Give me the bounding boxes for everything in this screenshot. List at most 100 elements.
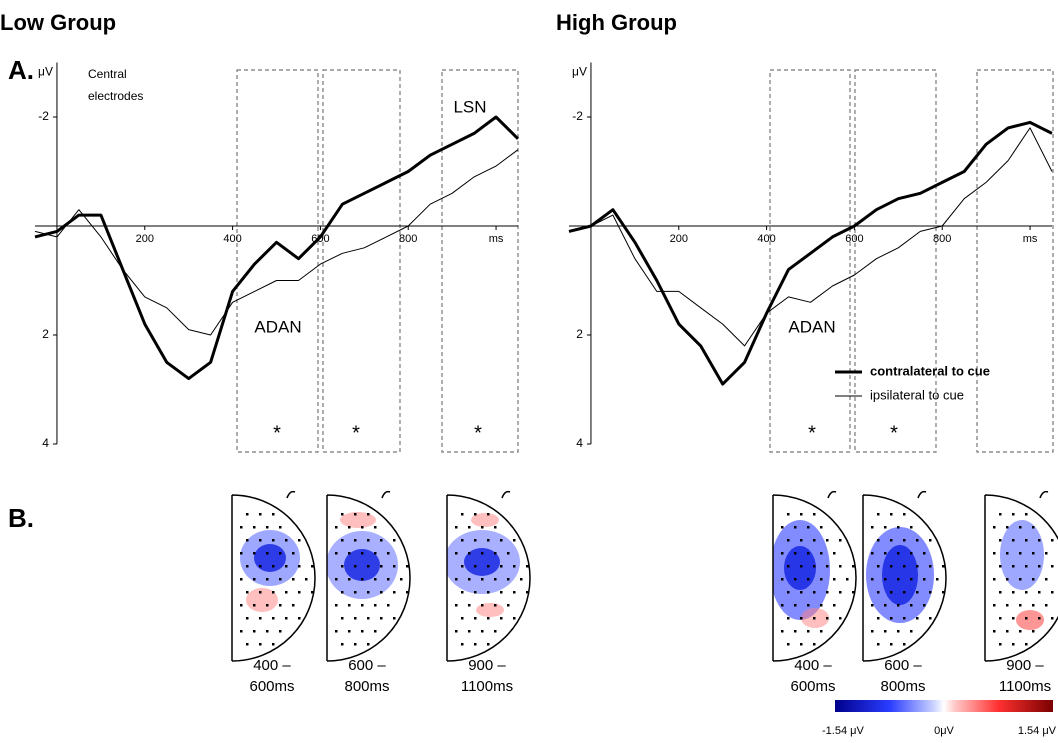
waveform	[568, 120, 1053, 386]
electrode	[253, 526, 256, 529]
electrode	[897, 526, 900, 529]
y-tick-label: -2	[38, 109, 49, 123]
electrode	[916, 565, 919, 568]
electrode	[272, 539, 275, 542]
y-axis-label: μV	[38, 65, 53, 79]
electrode	[1032, 578, 1035, 581]
topomap	[446, 490, 531, 662]
electrode	[1006, 578, 1009, 581]
topomap-label: 600 –	[884, 657, 922, 674]
topomap-fill	[985, 495, 1058, 661]
electrode	[305, 578, 308, 581]
topomap	[326, 490, 411, 662]
topomap-label: 800ms	[880, 678, 925, 695]
electrode	[1051, 565, 1054, 568]
electrode	[839, 591, 842, 594]
electrode	[279, 526, 282, 529]
electrode	[923, 578, 926, 581]
electrode	[298, 591, 301, 594]
electrode	[800, 591, 803, 594]
electrode	[259, 591, 262, 594]
electrode	[781, 604, 784, 607]
electrode	[787, 591, 790, 594]
electrode	[820, 630, 823, 633]
waveform	[568, 127, 1053, 347]
electrode	[890, 565, 893, 568]
topomap-blob	[471, 513, 499, 527]
electrode	[936, 578, 939, 581]
electrode	[474, 591, 477, 594]
electrode	[890, 643, 893, 646]
electrode	[1045, 604, 1048, 607]
topomap	[231, 490, 316, 662]
electrode	[1025, 539, 1028, 542]
nose	[286, 490, 296, 499]
y-tick-label: 2	[42, 327, 49, 341]
topomap-outline	[446, 494, 531, 662]
electrode	[513, 617, 516, 620]
electrode	[923, 552, 926, 555]
electrode	[871, 552, 874, 555]
electrode	[468, 578, 471, 581]
electrode	[999, 591, 1002, 594]
nose	[1039, 490, 1049, 499]
electrode	[1012, 539, 1015, 542]
electrode	[474, 617, 477, 620]
electrode	[246, 617, 249, 620]
electrode	[800, 513, 803, 516]
topomap-label: 900 –	[1006, 657, 1044, 674]
electrode	[513, 565, 516, 568]
electrode	[1032, 630, 1035, 633]
electrode	[335, 604, 338, 607]
electrode	[1038, 591, 1041, 594]
annotation: *	[352, 422, 360, 444]
electrode	[1032, 552, 1035, 555]
electrode	[910, 526, 913, 529]
electrode	[1051, 539, 1054, 542]
electrode	[393, 617, 396, 620]
electrode	[393, 539, 396, 542]
topomap-blob	[784, 546, 816, 590]
electrode	[1038, 539, 1041, 542]
electrode	[903, 565, 906, 568]
electrode	[461, 591, 464, 594]
y-tick-label: 2	[576, 327, 583, 341]
electrode	[279, 552, 282, 555]
electrode	[800, 617, 803, 620]
electrode	[897, 578, 900, 581]
electrode	[374, 578, 377, 581]
electrode	[807, 552, 810, 555]
electrode	[929, 591, 932, 594]
electrode	[374, 552, 377, 555]
electrode	[259, 617, 262, 620]
topomap-fill	[447, 495, 530, 661]
electrode	[794, 526, 797, 529]
electrode	[807, 578, 810, 581]
y-axis-label: μV	[572, 65, 587, 79]
electrode	[285, 617, 288, 620]
electrode	[266, 552, 269, 555]
x-tick-label: 800	[399, 233, 417, 245]
electrode	[526, 565, 529, 568]
electrode	[341, 591, 344, 594]
electrode	[877, 513, 880, 516]
electrode	[1025, 513, 1028, 516]
electrode	[833, 578, 836, 581]
topomap-label: 600 –	[348, 657, 386, 674]
electrode	[890, 591, 893, 594]
waveform	[34, 149, 519, 336]
topomap-fill	[232, 495, 315, 661]
electrode	[468, 552, 471, 555]
electrode	[487, 513, 490, 516]
electrode	[890, 617, 893, 620]
electrode	[500, 565, 503, 568]
annotation: ADAN	[788, 317, 835, 336]
electrode	[335, 552, 338, 555]
annotation: *	[474, 422, 482, 444]
electrode	[1025, 591, 1028, 594]
electrode	[942, 591, 945, 594]
electrode	[794, 630, 797, 633]
electrode	[839, 539, 842, 542]
electrode	[1032, 526, 1035, 529]
electrode	[1019, 630, 1022, 633]
